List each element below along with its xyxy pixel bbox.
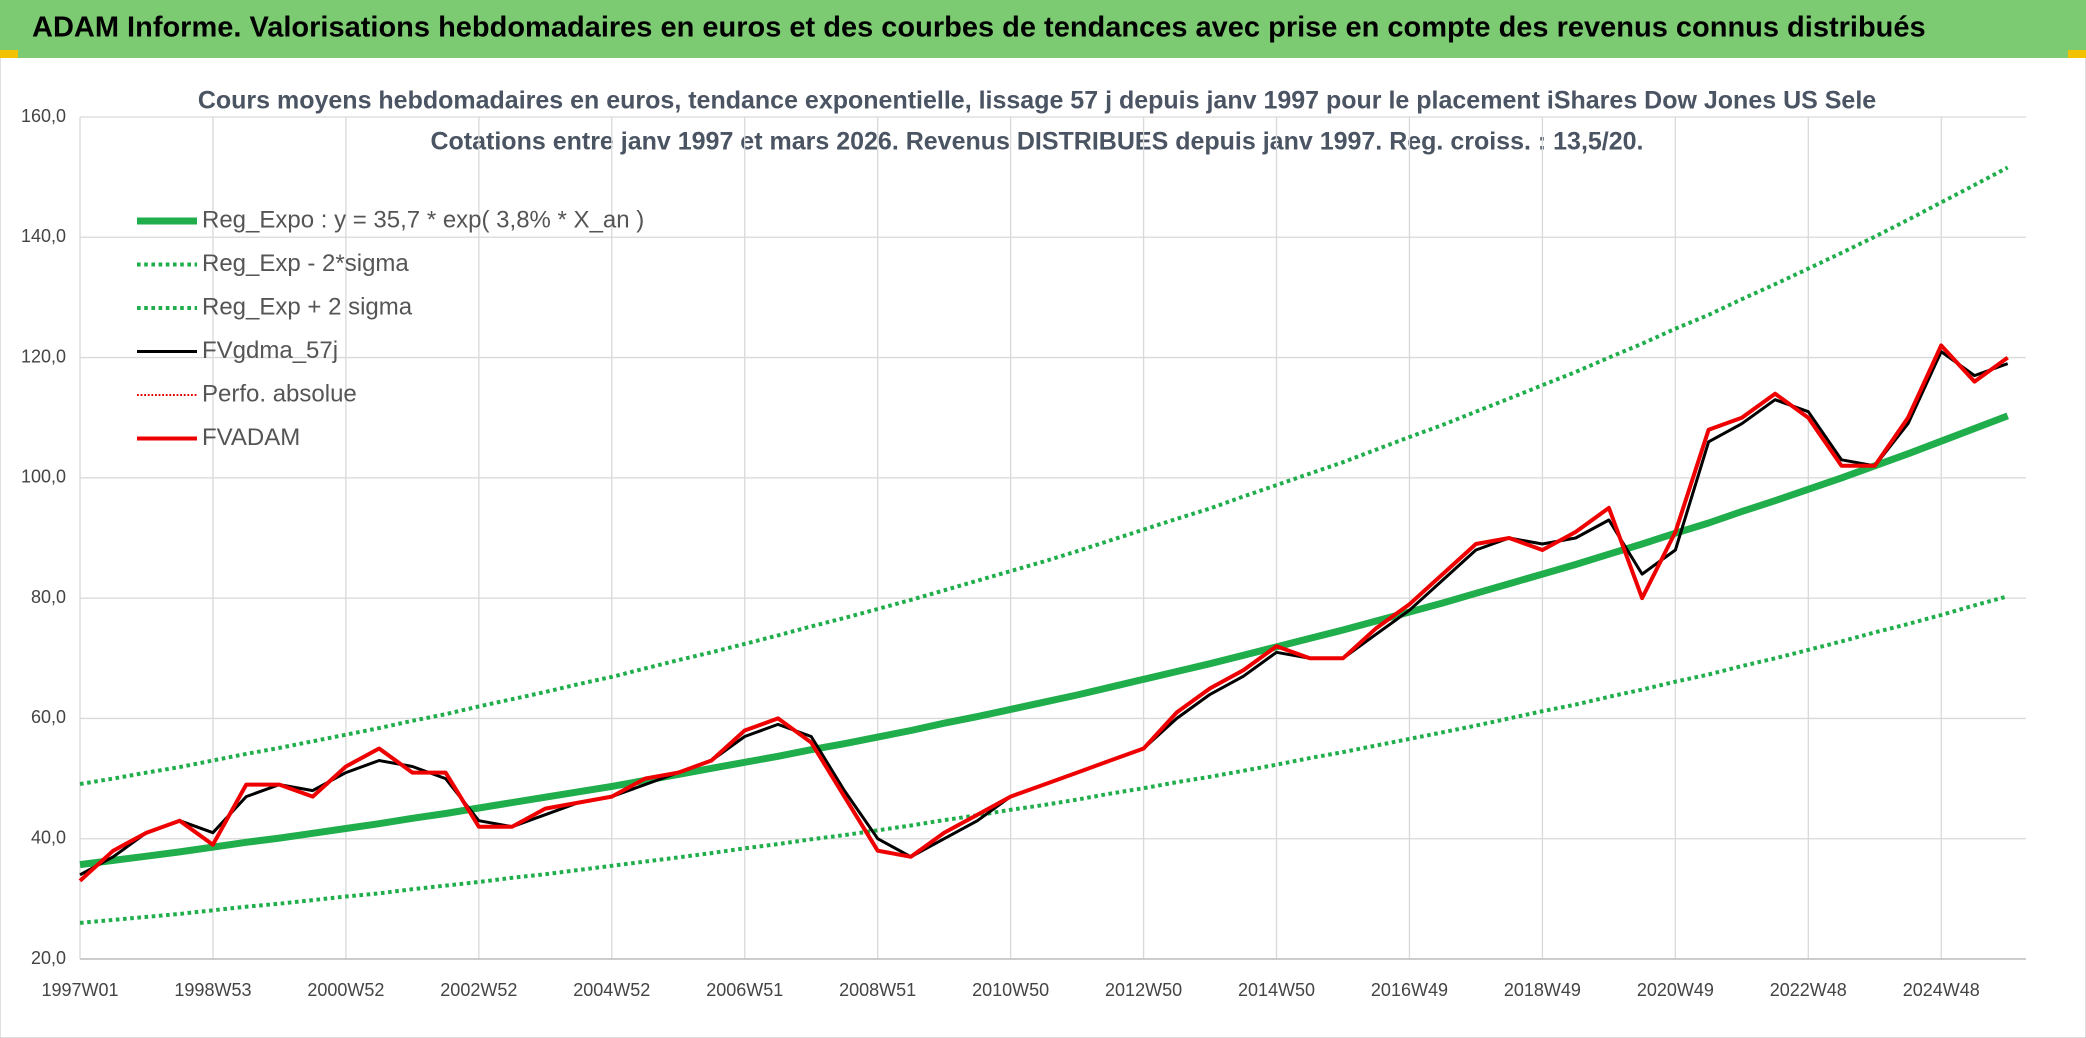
y-tick-label: 40,0: [31, 827, 66, 847]
x-tick-label: 2022W48: [1770, 980, 1847, 1000]
y-tick-label: 60,0: [31, 707, 66, 727]
x-tick-label: 2004W52: [573, 980, 650, 1000]
x-tick-label: 1998W53: [174, 980, 251, 1000]
legend-label: Reg_Exp - 2*sigma: [202, 250, 409, 277]
y-tick-label: 140,0: [21, 226, 66, 246]
y-tick-label: 160,0: [21, 106, 66, 126]
chart-subtitle: Cotations entre janv 1997 et mars 2026. …: [430, 128, 1643, 156]
header-title: ADAM Informe. Valorisations hebdomadaire…: [32, 12, 1926, 44]
x-tick-label: 2002W52: [440, 980, 517, 1000]
y-tick-label: 100,0: [21, 467, 66, 487]
x-tick-label: 2008W51: [839, 980, 916, 1000]
x-tick-label: 2018W49: [1504, 980, 1581, 1000]
legend-label: FVADAM: [202, 424, 300, 451]
corner: [0, 50, 18, 58]
y-tick-label: 20,0: [31, 948, 66, 968]
corner: [2068, 50, 2086, 58]
x-tick-label: 2014W50: [1238, 980, 1315, 1000]
header-band: [0, 0, 2086, 58]
legend-label: FVgdma_57j: [202, 337, 338, 364]
chart-title: Cours moyens hebdomadaires en euros, ten…: [198, 87, 1876, 115]
legend-label: Reg_Expo : y = 35,7 * exp( 3,8% * X_an ): [202, 206, 644, 233]
series-line: [78, 343, 2009, 883]
legend-label: Perfo. absolue: [202, 380, 357, 407]
y-tick-label: 120,0: [21, 346, 66, 366]
y-tick-label: 80,0: [31, 587, 66, 607]
series-line: [79, 165, 2009, 786]
legend-label: Reg_Exp + 2 sigma: [202, 293, 413, 320]
x-tick-label: 2012W50: [1105, 980, 1182, 1000]
x-tick-label: 1997W01: [41, 980, 118, 1000]
x-tick-label: 2020W49: [1637, 980, 1714, 1000]
series-line: [79, 412, 2009, 869]
x-tick-label: 2006W51: [706, 980, 783, 1000]
x-tick-label: 2024W48: [1903, 980, 1980, 1000]
x-tick-label: 2010W50: [972, 980, 1049, 1000]
x-tick-label: 2000W52: [307, 980, 384, 1000]
x-tick-label: 2016W49: [1371, 980, 1448, 1000]
